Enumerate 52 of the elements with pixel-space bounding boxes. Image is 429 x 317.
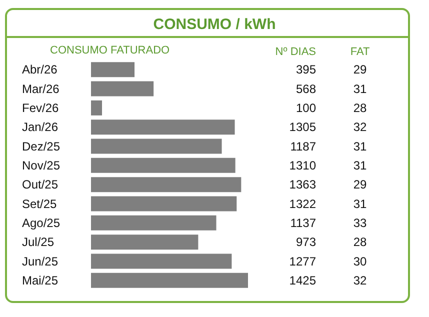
data-label: 1363 bbox=[289, 178, 316, 192]
text: 29 bbox=[353, 62, 367, 77]
text: 28 bbox=[353, 235, 367, 250]
text: FAT bbox=[350, 46, 370, 58]
data-label: 973 bbox=[296, 235, 316, 250]
y-tick-label: Mai/25 bbox=[22, 273, 58, 288]
bar bbox=[91, 254, 232, 269]
bar bbox=[91, 177, 242, 192]
chart-title: CONSUMO / kWh bbox=[153, 16, 276, 33]
y-tick-label: Mar/26 bbox=[22, 82, 60, 96]
text: 32 bbox=[353, 120, 367, 134]
data-label: 395 bbox=[296, 62, 316, 77]
text: 30 bbox=[353, 254, 367, 268]
y-tick-label: Dez/25 bbox=[22, 139, 60, 154]
text: 31 bbox=[353, 196, 367, 211]
data-label: 1310 bbox=[289, 158, 316, 172]
text: Nº DIAS bbox=[275, 46, 316, 58]
data-label: 1305 bbox=[289, 120, 316, 134]
bar bbox=[91, 196, 237, 212]
data-label: 1322 bbox=[289, 196, 316, 211]
data-label: 1187 bbox=[290, 139, 316, 154]
y-tick-label: Ago/25 bbox=[22, 216, 60, 230]
y-tick-label: Out/25 bbox=[22, 178, 58, 192]
bar bbox=[91, 100, 102, 116]
bar bbox=[91, 62, 135, 78]
text: 29 bbox=[353, 178, 367, 192]
bar bbox=[91, 158, 236, 173]
y-tick-label: Jul/25 bbox=[22, 235, 54, 250]
y-tick-label: Jan/26 bbox=[22, 120, 58, 134]
data-label: 1137 bbox=[290, 216, 316, 230]
x-axis-title: CONSUMO FATURADO bbox=[50, 44, 170, 56]
y-tick-label: Abr/26 bbox=[22, 62, 58, 77]
text: 31 bbox=[353, 139, 367, 154]
bar bbox=[91, 234, 198, 250]
bar bbox=[91, 215, 216, 230]
bar bbox=[91, 81, 154, 96]
text: 28 bbox=[353, 100, 367, 115]
bar bbox=[91, 138, 222, 154]
y-tick-label: Set/25 bbox=[22, 196, 58, 211]
bar bbox=[91, 120, 235, 135]
y-tick-label: Fev/26 bbox=[22, 100, 60, 115]
text: 33 bbox=[353, 216, 367, 230]
y-tick-label: Jun/25 bbox=[22, 254, 58, 268]
bar bbox=[91, 272, 248, 288]
text: 32 bbox=[353, 273, 367, 288]
data-label: 568 bbox=[296, 82, 316, 96]
text: 31 bbox=[353, 158, 367, 172]
y-tick-label: Nov/25 bbox=[22, 158, 60, 172]
data-label: 100 bbox=[296, 100, 316, 115]
text: 31 bbox=[353, 82, 367, 96]
data-label: 1425 bbox=[289, 273, 316, 288]
data-label: 1277 bbox=[289, 254, 316, 268]
